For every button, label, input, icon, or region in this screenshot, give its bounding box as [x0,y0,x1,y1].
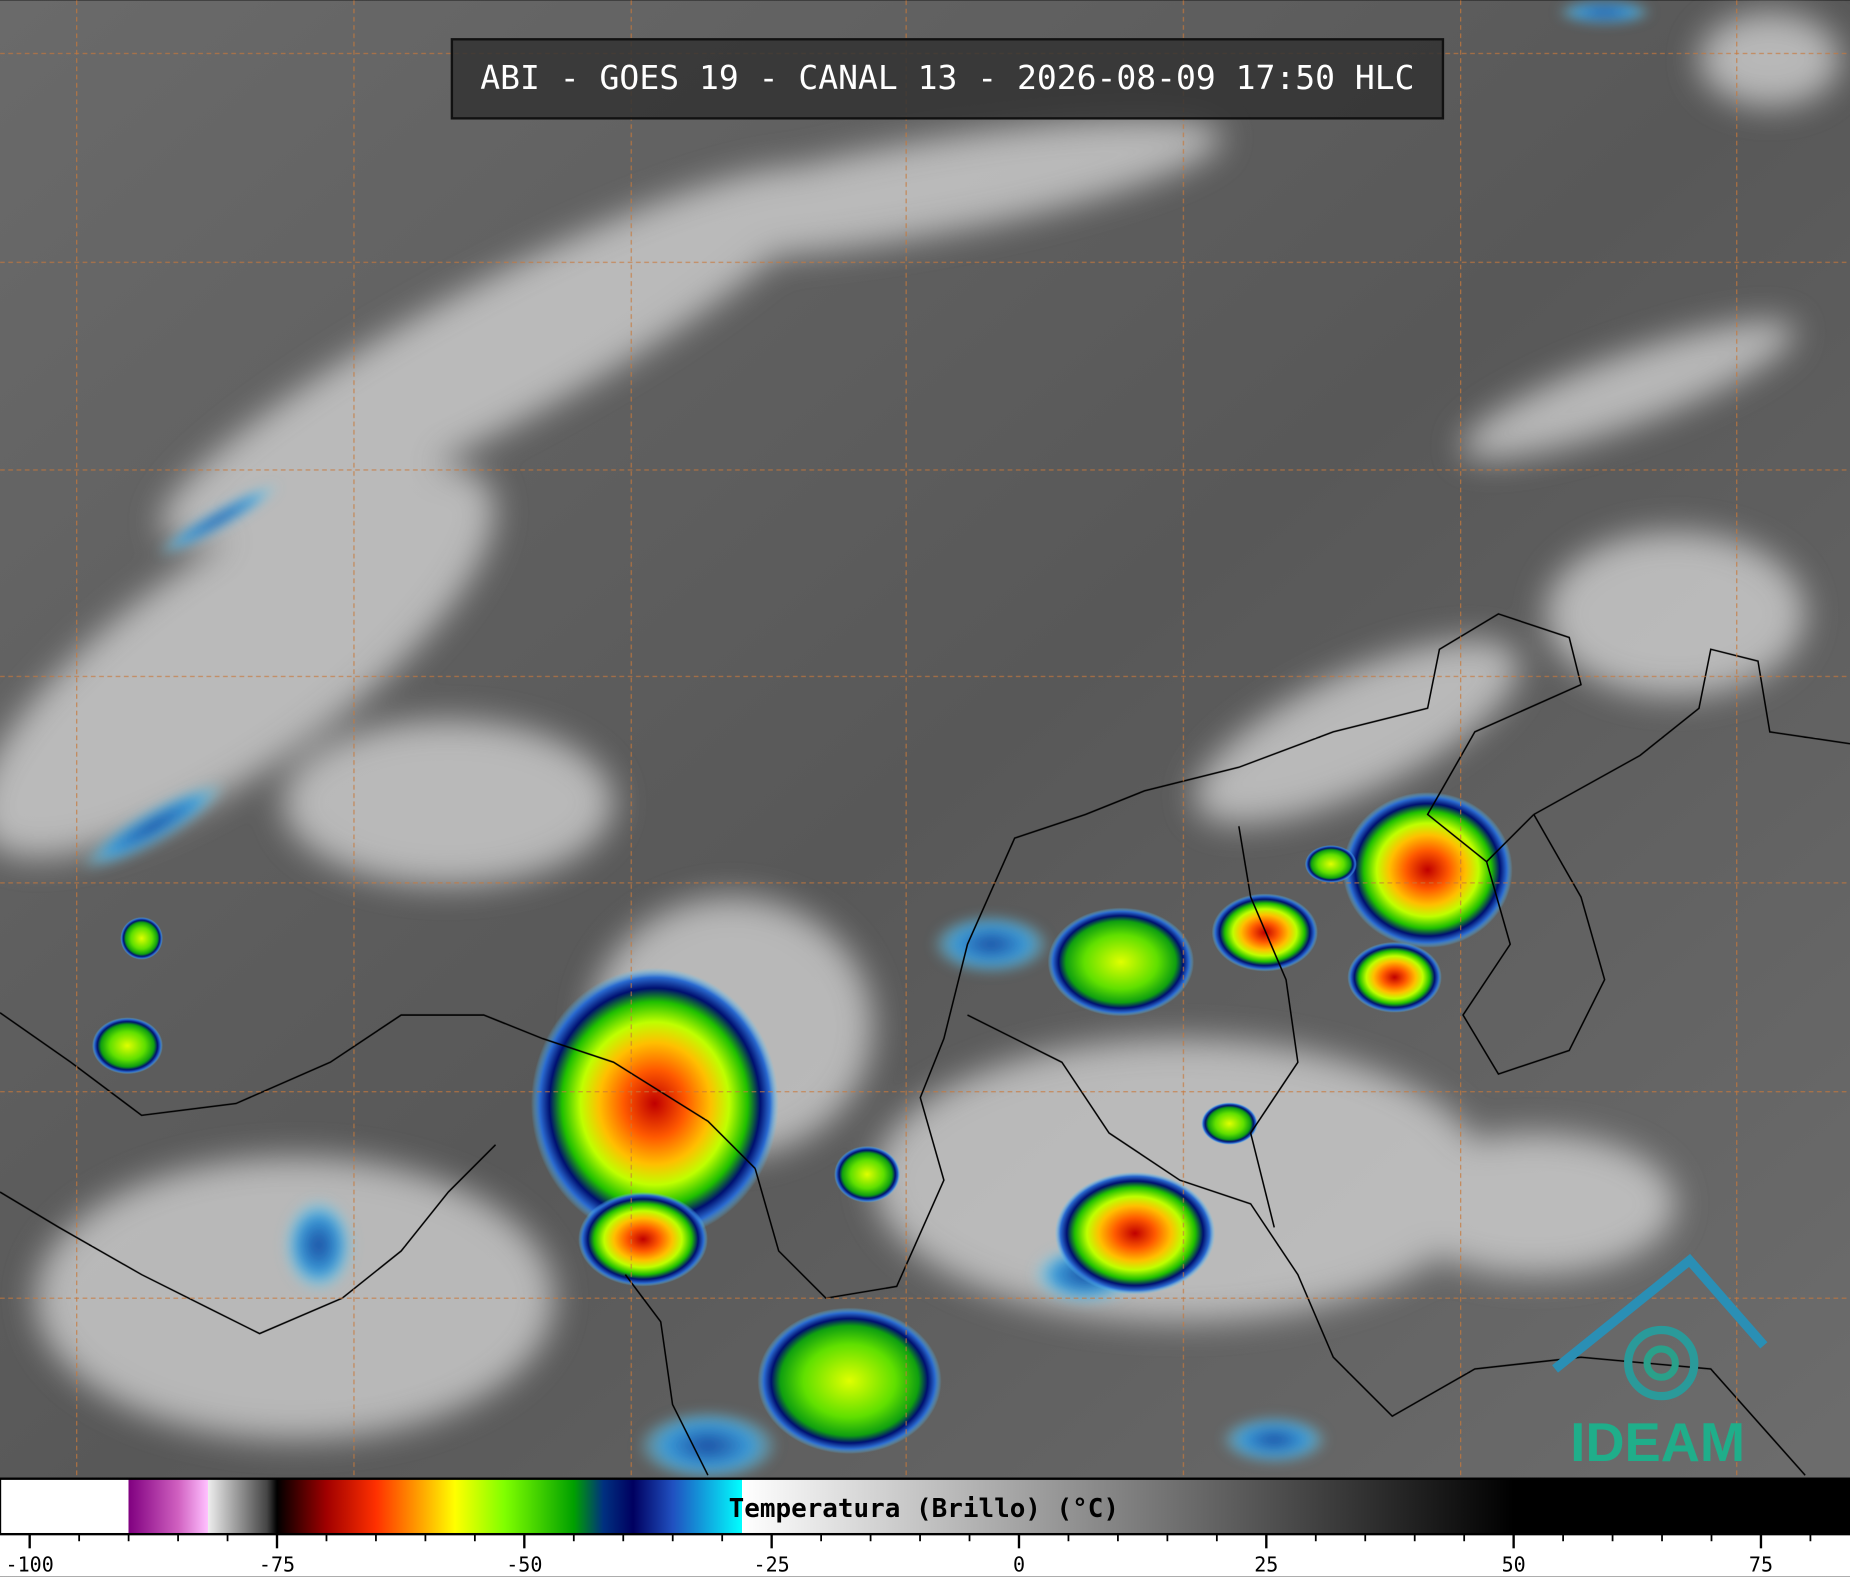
tick-label: -75 [259,1553,295,1577]
tick-label: 0 [1013,1553,1025,1577]
colorbar: Temperatura (Brillo) (°C) -100 -75 -50 -25 0 2… [0,1477,1850,1577]
logo-text: IDEAM [1570,1412,1745,1473]
tick-label: -50 [506,1553,542,1577]
tick-label: -25 [754,1553,790,1577]
tick-label: -100 [6,1553,54,1577]
title-box [450,38,1445,120]
clouds [0,12,1841,1440]
cold-cloud-tops [81,0,1652,1482]
logo: IDEAM [1552,1253,1768,1473]
title: ABI - GOES 19 - CANAL 13 - 2026-08-09 17… [480,58,1414,97]
colorbar-ramp [0,1477,1850,1536]
scale-background [0,1534,1850,1577]
tick-label: 75 [1749,1553,1773,1577]
coastlines [0,613,1850,1476]
tick-label: 50 [1502,1553,1526,1577]
tick-label: 25 [1254,1553,1278,1577]
colorbar-label: Temperatura (Brillo) (°C) [729,1494,1119,1524]
storms [92,792,1513,1454]
